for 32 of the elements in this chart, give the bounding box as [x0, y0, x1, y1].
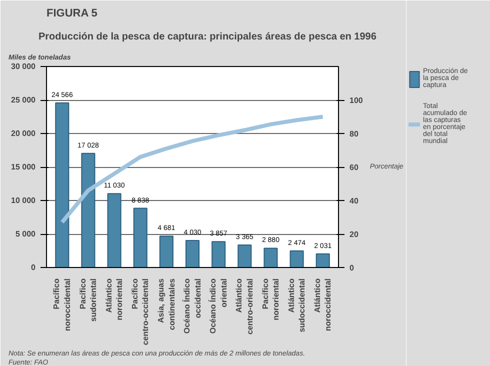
y2-tick-label: 60	[350, 163, 359, 172]
bar	[238, 244, 252, 268]
bar	[212, 241, 226, 268]
y2-tick-label: 0	[350, 264, 354, 272]
bar	[316, 253, 330, 268]
y2-tick-label: 80	[350, 130, 359, 138]
x-tick-label: Atlántico nororiental	[104, 278, 124, 320]
y-tick-label: 30 000	[11, 62, 36, 71]
chart-subtitle: Producción de la pesca de captura: principales áreas de pesca en 1996	[38, 32, 377, 42]
x-tick-label: Atlántico noroccidental	[312, 278, 333, 331]
line-series	[60, 114, 325, 224]
x-tick-label: Pacífico sudoriental	[78, 278, 98, 322]
chart-title: FIGURA 5	[46, 8, 98, 20]
y2-tick-label: 20	[350, 230, 359, 239]
y-tick-label: 0	[31, 263, 36, 272]
y2-tick-label: 40	[350, 196, 359, 206]
bar	[133, 208, 148, 268]
x-tick-label: Pacífico noroccidental	[52, 278, 72, 331]
y-tick-label: 15 000	[11, 162, 36, 172]
bar	[185, 240, 200, 268]
bar	[264, 248, 278, 268]
y-tick-label: 25 000	[11, 96, 36, 104]
y-tick-label: 5 000	[15, 230, 36, 238]
bar	[159, 236, 174, 268]
bar	[81, 152, 96, 268]
x-tick-label: Pacífico nororiental	[260, 278, 281, 320]
y-tick-label: 20 000	[11, 129, 36, 138]
bar	[107, 193, 122, 268]
y-tick-label: 10 000	[11, 196, 36, 205]
bar	[290, 250, 304, 268]
y2-tick-label: 100	[350, 96, 364, 105]
bar	[55, 102, 70, 268]
